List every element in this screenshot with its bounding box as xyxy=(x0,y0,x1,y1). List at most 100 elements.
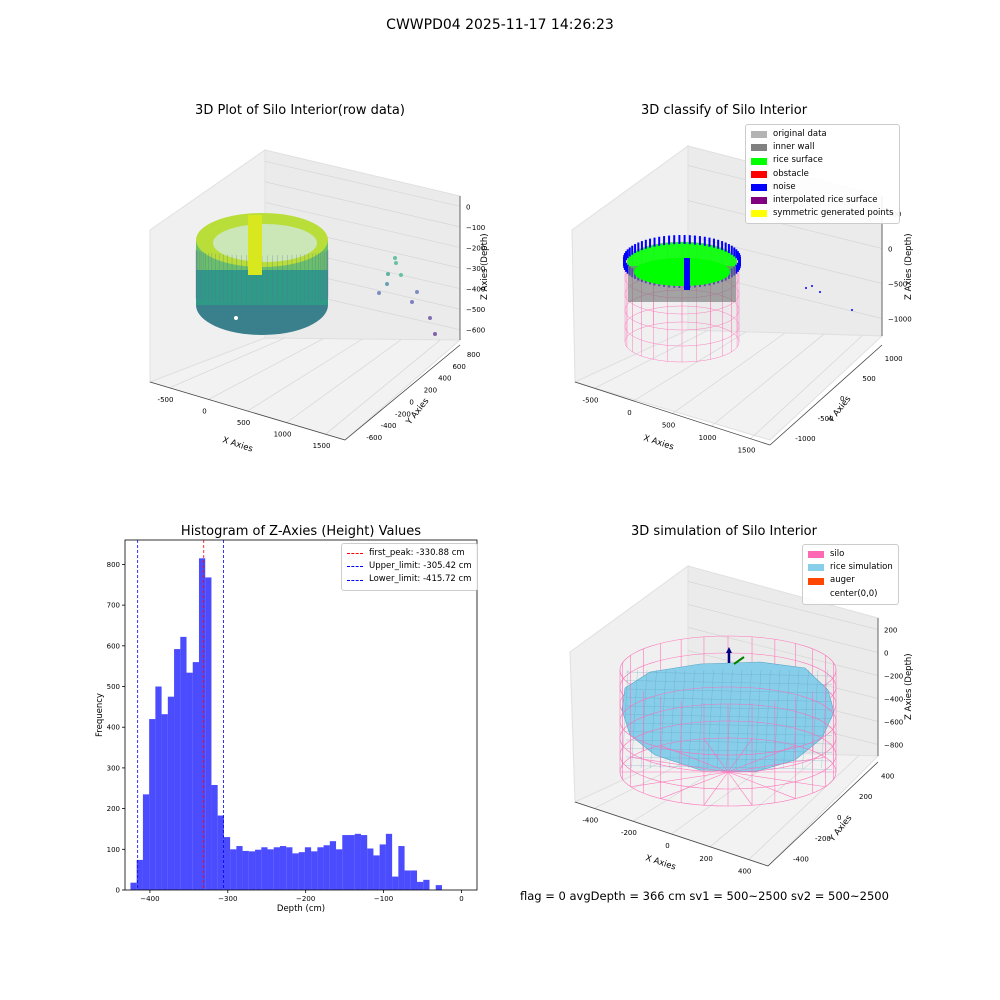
classify-noise-point xyxy=(644,239,647,249)
histogram-bar xyxy=(360,835,368,890)
raw-ztick: −300 xyxy=(466,265,485,273)
classify-noise-point xyxy=(717,239,720,249)
center-marker-icon xyxy=(733,656,745,665)
histogram-ytick-label: 200 xyxy=(107,805,120,813)
simulation-ytick: -200 xyxy=(815,835,831,843)
classify-noise-point xyxy=(712,238,715,248)
cls-legend-entry: noise xyxy=(751,181,894,194)
classify-rice-surface-core xyxy=(634,258,730,286)
classify-noise-point xyxy=(653,237,656,247)
classify-noise-point xyxy=(673,235,676,245)
classify-noise-point xyxy=(730,245,733,255)
classify-ytick: 0 xyxy=(840,395,844,403)
raw-ytick: 0 xyxy=(409,398,413,406)
classify-noise-outlier xyxy=(819,291,821,293)
classify-plot-title: 3D classify of Silo Interior xyxy=(640,103,808,118)
cls-legend-entry: original data xyxy=(751,128,894,141)
simulation-zlabel: Z Axies (Depth) xyxy=(904,653,914,720)
classify-noise-point xyxy=(626,264,629,274)
histogram-ytick-label: 600 xyxy=(107,642,120,650)
simulation-ztick: 0 xyxy=(884,650,888,658)
legend-swatch xyxy=(751,197,767,205)
histogram-bar xyxy=(236,846,243,890)
histogram-bar xyxy=(404,870,411,890)
raw-plot-title: 3D Plot of Silo Interior(row data) xyxy=(195,103,405,118)
raw-ztick: −200 xyxy=(466,244,485,252)
simulation-xtick: 200 xyxy=(699,855,712,863)
histogram-bar xyxy=(149,719,156,890)
classify-noise-point xyxy=(733,247,736,257)
classify-xtick: 1500 xyxy=(738,447,756,455)
legend-label: rice surface xyxy=(773,155,823,166)
auger-arrow-icon xyxy=(726,647,732,653)
histogram-bar xyxy=(423,879,430,890)
raw-outlier-point xyxy=(428,316,432,320)
classify-noise-point xyxy=(735,264,738,274)
cls-legend-entry: interpolated rice surface xyxy=(751,194,894,207)
histogram-bar xyxy=(292,853,299,890)
classify-noise-cluster xyxy=(684,258,690,290)
histogram-bar xyxy=(279,846,287,890)
classify-noise-point xyxy=(628,247,631,257)
classify-noise-point xyxy=(626,249,629,259)
classify-noise-point xyxy=(703,236,706,246)
raw-ytick: -400 xyxy=(381,422,397,430)
classify-noise-point xyxy=(736,251,739,261)
raw-outlier-point xyxy=(415,290,419,294)
legend-swatch xyxy=(347,566,363,568)
cls-legend-entry: obstacle xyxy=(751,168,894,181)
legend-label: auger xyxy=(830,575,855,586)
simulation-ytick: 400 xyxy=(881,772,894,780)
simulation-ytick: 0 xyxy=(837,814,841,822)
raw-xtick: 1000 xyxy=(274,431,292,439)
histogram-ytick-label: 100 xyxy=(107,846,120,854)
histogram-bar xyxy=(317,847,324,890)
legend-swatch xyxy=(808,577,824,585)
histogram-bar xyxy=(354,833,361,890)
classify-noise-point xyxy=(735,249,738,259)
legend-label: obstacle xyxy=(773,168,809,179)
histogram-bar xyxy=(261,847,268,890)
classify-noise-point xyxy=(668,235,671,245)
simulation-ztick: −200 xyxy=(884,673,903,681)
legend-label: inner wall xyxy=(773,142,815,153)
hist-legend-entry: Upper_limit: -305.42 cm xyxy=(347,560,472,573)
legend-label: Upper_limit: -305.42 cm xyxy=(369,561,472,572)
classify-zlabel: Z Axies (Depth) xyxy=(904,233,914,300)
raw-ztick: 0 xyxy=(466,203,470,211)
classify-noise-point xyxy=(625,251,628,261)
raw-xtick: 500 xyxy=(237,419,250,427)
legend-swatch xyxy=(808,591,824,598)
raw-zlabel: Z Axies (Depth) xyxy=(480,233,490,300)
classify-noise-point xyxy=(625,262,628,272)
classify-noise-point xyxy=(738,255,741,265)
legend-swatch xyxy=(347,579,363,581)
raw-outlier-point xyxy=(386,272,390,276)
legend-swatch xyxy=(751,144,767,152)
histogram-ytick-label: 400 xyxy=(107,724,120,732)
histogram-bar xyxy=(267,849,274,890)
legend-swatch xyxy=(751,210,767,218)
raw-outlier-point xyxy=(433,332,437,336)
classify-noise-point xyxy=(658,236,661,246)
histogram-bar xyxy=(385,833,393,890)
histogram-bar xyxy=(217,815,224,890)
classify-ztick: 0 xyxy=(888,246,892,254)
classify-noise-point xyxy=(721,241,724,251)
histogram-bar xyxy=(417,881,424,890)
raw-ztick: −400 xyxy=(466,286,485,294)
histogram-bar xyxy=(198,558,206,890)
legend-label: rice simulation xyxy=(830,562,893,573)
classify-noise-point xyxy=(634,244,637,254)
raw-ztick: −500 xyxy=(466,306,485,314)
simulation-ytick: 200 xyxy=(859,793,872,801)
classify-noise-point xyxy=(663,236,666,246)
histogram-bar xyxy=(211,785,218,890)
classify-noise-outlier xyxy=(851,309,853,311)
histogram-xtick-label: −200 xyxy=(296,895,315,903)
classify-legend: original data inner wall rice surface obsta… xyxy=(745,124,900,225)
raw-outlier-point xyxy=(377,291,381,295)
raw-ytick: 800 xyxy=(467,351,480,359)
